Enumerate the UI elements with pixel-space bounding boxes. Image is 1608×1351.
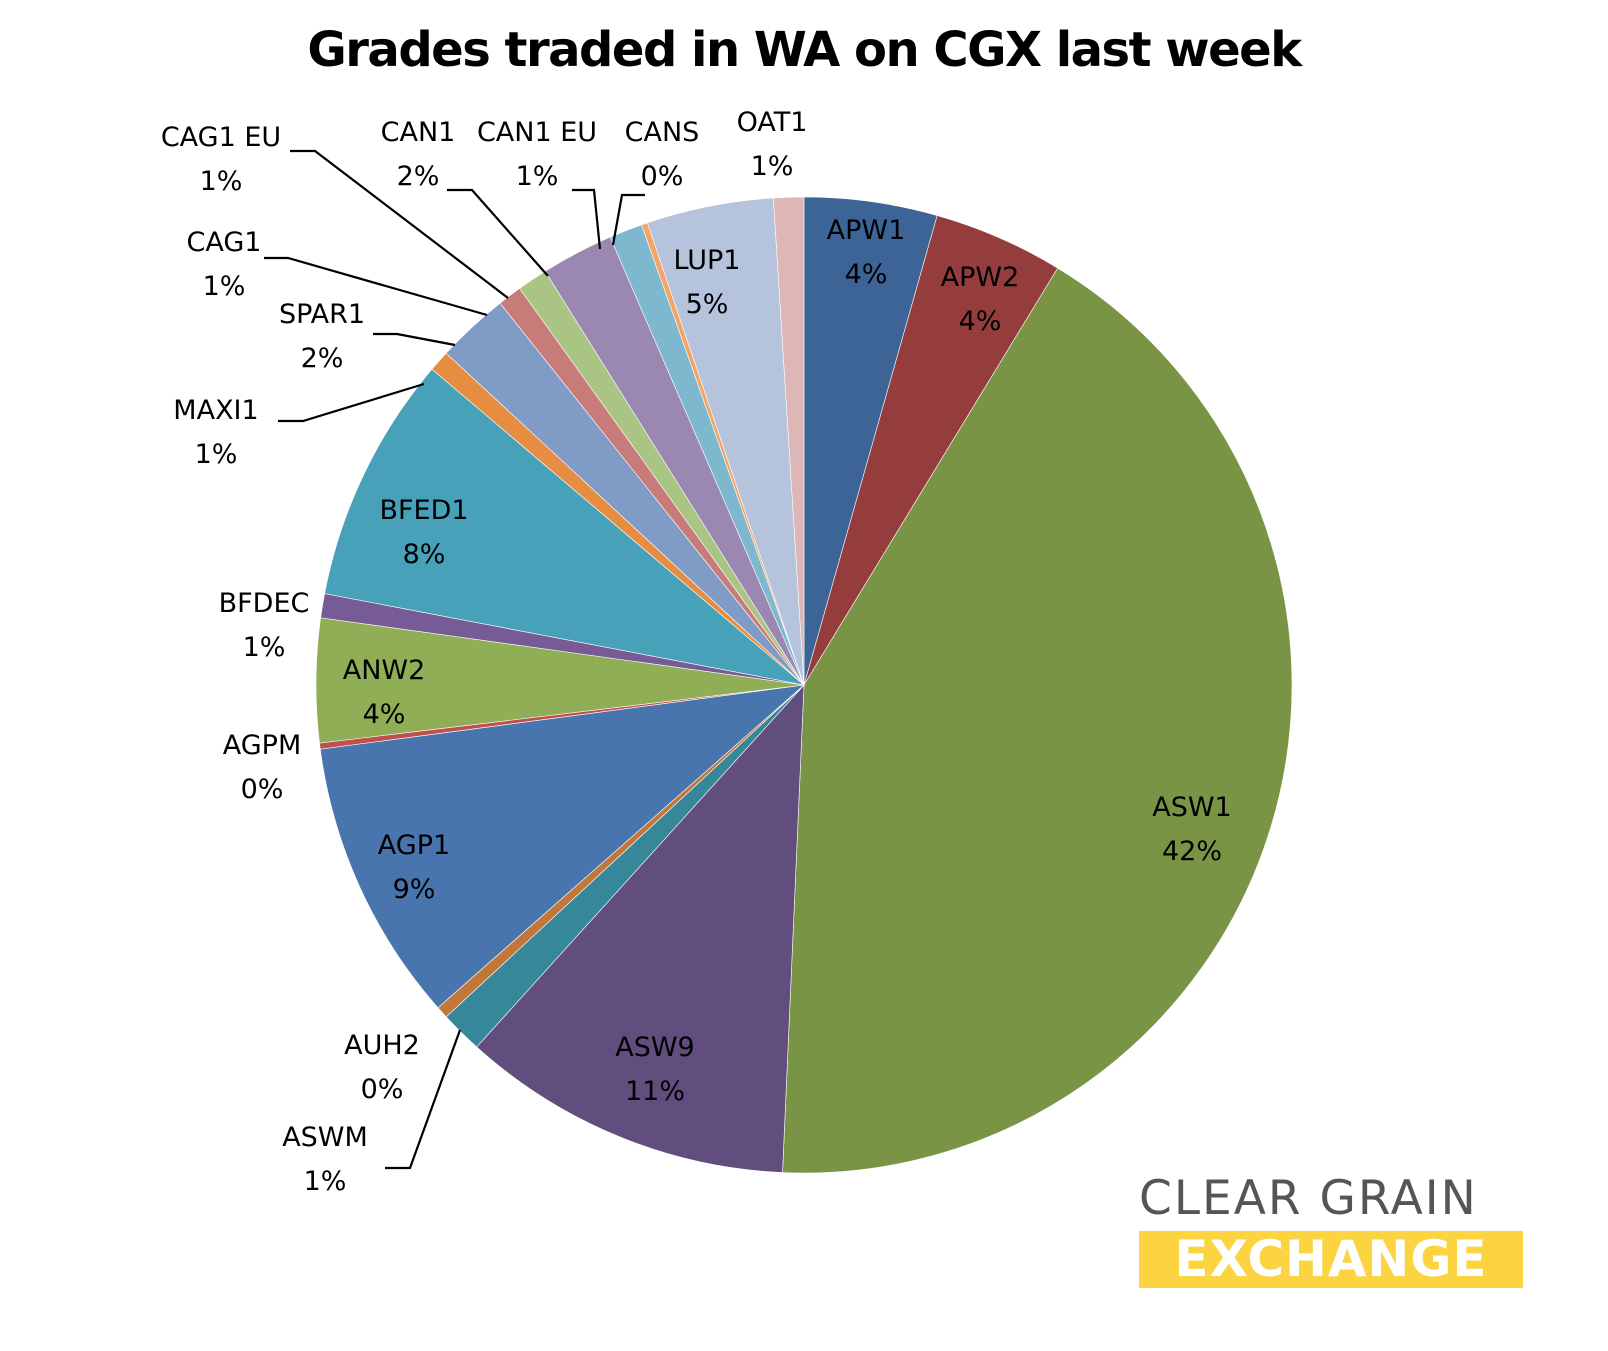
logo-yellow-bar — [1139, 1231, 1523, 1288]
slice-label: ASW9 — [615, 1032, 694, 1063]
leader-lines — [264, 149, 645, 1170]
slice-percent: 2% — [397, 161, 440, 192]
logo-bottom-text: EXCHANGE — [1174, 1230, 1488, 1288]
slice-label: ASW1 — [1152, 792, 1231, 823]
leader-line — [572, 188, 602, 250]
pie-slice-asw9 — [476, 684, 805, 1173]
slice-percent: 5% — [686, 289, 729, 320]
slice-label: AGP1 — [378, 830, 450, 861]
slice-label: AGPM — [223, 730, 302, 761]
slice-label: APW1 — [827, 215, 906, 246]
leader-line — [278, 382, 425, 423]
slice-percent: 42% — [1162, 836, 1222, 867]
slice-percent: 1% — [516, 161, 559, 192]
slice-percent: 0% — [361, 1074, 404, 1105]
slice-label: OAT1 — [737, 107, 808, 138]
slice-label: BFED1 — [379, 495, 468, 526]
leader-line — [373, 332, 456, 347]
chart-title: Grades traded in WA on CGX last week — [307, 22, 1302, 78]
slice-label: CANS — [625, 117, 700, 148]
slice-percent: 1% — [243, 632, 286, 663]
leader-line — [611, 193, 645, 246]
slice-label: CAN1 — [381, 117, 456, 148]
slice-percent: 4% — [845, 259, 888, 290]
slice-percent: 4% — [363, 699, 406, 730]
pie-slice-bfed1 — [324, 368, 806, 686]
leader-line — [385, 1029, 462, 1170]
slice-percent: 1% — [203, 271, 246, 302]
slice-label: CAG1 — [187, 227, 262, 258]
pie-slice-agp1 — [319, 684, 805, 1009]
slice-label: APW2 — [941, 262, 1020, 293]
logo-top-text: CLEAR GRAIN — [1139, 1171, 1478, 1226]
slice-percent: 1% — [751, 151, 794, 182]
slice-percent: 11% — [625, 1076, 685, 1107]
slice-percent: 1% — [200, 166, 243, 197]
slice-label: ASWM — [282, 1122, 368, 1153]
slice-label: CAG1 EU — [161, 122, 281, 153]
pie-slice-asw1 — [782, 267, 1293, 1174]
slice-label: AUH2 — [344, 1030, 420, 1061]
leader-line — [264, 256, 488, 317]
pie-slices — [315, 196, 1293, 1174]
slice-percent: 0% — [241, 774, 284, 805]
leader-line — [447, 188, 549, 277]
slice-percent: 1% — [304, 1166, 347, 1197]
slice-label: LUP1 — [674, 245, 741, 276]
slice-label: BFDEC — [219, 588, 310, 619]
slice-percent: 8% — [403, 539, 446, 570]
slice-percent: 2% — [301, 343, 344, 374]
clear-grain-exchange-logo: CLEAR GRAIN EXCHANGE — [1139, 1171, 1523, 1288]
slice-percent: 9% — [393, 874, 436, 905]
leader-line — [290, 149, 509, 299]
pie-slice-oat1 — [773, 196, 805, 686]
slice-percent: 4% — [959, 306, 1002, 337]
slice-percent: 0% — [641, 161, 684, 192]
slice-label: SPAR1 — [279, 299, 365, 330]
slice-label: CAN1 EU — [477, 117, 597, 148]
slice-label: ANW2 — [343, 655, 426, 686]
slice-label: MAXI1 — [173, 395, 258, 426]
data-labels: APW1 4% APW2 4% ASW1 42% ASW9 11% ASWM 1% AUH2 0% AG… — [161, 107, 1232, 1197]
slice-percent: 1% — [195, 439, 238, 470]
